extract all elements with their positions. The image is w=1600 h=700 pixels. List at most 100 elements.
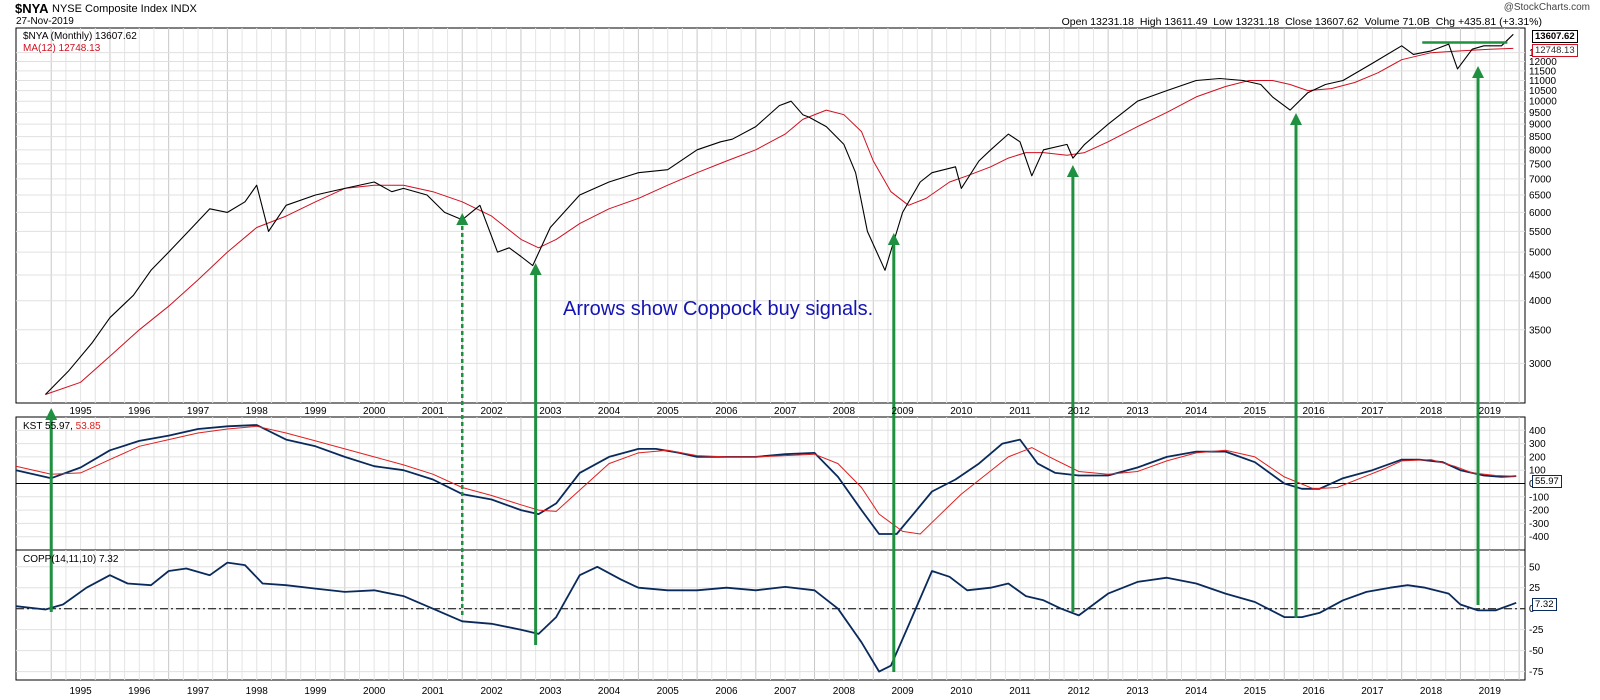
open-label: Open — [1061, 16, 1088, 28]
coppock-y-tick-label: 25 — [1529, 583, 1541, 594]
x-tick-label-year: 2014 — [1185, 406, 1208, 417]
price-y-tick-label: 3000 — [1529, 359, 1552, 370]
stockcharts-brand: @StockCharts.com — [1503, 2, 1590, 13]
kst-y-tick-label: 200 — [1529, 452, 1546, 463]
chart-date: 27-Nov-2019 — [16, 16, 74, 27]
price-legend-nya: $NYA (Monthly) 13607.62 — [23, 31, 137, 42]
x-tick-label-year: 1998 — [246, 686, 269, 697]
price-y-tick-label: 8000 — [1529, 145, 1552, 156]
high-label: High — [1139, 16, 1162, 28]
x-tick-label-year: 2004 — [598, 406, 621, 417]
x-tick-label-year: 1997 — [187, 686, 210, 697]
kst-y-tick-label: 300 — [1529, 439, 1546, 450]
buy-signal-arrow-head — [1472, 66, 1485, 78]
x-tick-label-year: 2015 — [1244, 686, 1267, 697]
price-y-tick-label: 6000 — [1529, 208, 1552, 219]
index-name: NYSE Composite Index INDX — [52, 3, 197, 15]
price-y-tick-label: 3500 — [1529, 325, 1552, 336]
buy-signal-arrow-head — [529, 263, 542, 275]
price-y-tick-label: 10500 — [1529, 86, 1557, 97]
x-tick-label-year: 2007 — [774, 686, 797, 697]
nya-price-line — [45, 33, 1514, 395]
x-tick-label-year: 1995 — [69, 686, 92, 697]
kst-legend-main: KST 55.97, — [23, 421, 73, 432]
volume-value: 71.0B — [1402, 16, 1430, 28]
x-tick-label-year: 2016 — [1302, 686, 1325, 697]
x-tick-label-year: 1999 — [304, 406, 327, 417]
close-value: 13607.62 — [1314, 16, 1359, 28]
open-value: 13231.18 — [1090, 16, 1135, 28]
volume-label: Volume — [1364, 16, 1400, 28]
x-tick-label-year: 2018 — [1420, 686, 1443, 697]
kst-legend: KST 55.97, 53.85 — [23, 421, 101, 432]
x-tick-label-year: 2009 — [891, 686, 914, 697]
price-y-tick-label: 5000 — [1529, 248, 1552, 259]
x-tick-label-year: 1996 — [128, 406, 151, 417]
x-tick-label-year: 2017 — [1361, 686, 1384, 697]
close-label: Close — [1285, 16, 1312, 28]
x-tick-label-year: 1996 — [128, 686, 151, 697]
x-tick-label-year: 2008 — [833, 406, 856, 417]
price-y-tick-label: 11500 — [1529, 66, 1557, 77]
kst-series-main-line — [15, 424, 1517, 535]
x-tick-label-year: 2004 — [598, 686, 621, 697]
kst-y-tick-label: -200 — [1529, 506, 1549, 517]
low-label: Low — [1213, 16, 1233, 28]
coppock-annotation: Arrows show Coppock buy signals. — [563, 298, 874, 320]
x-tick-label-year: 2007 — [774, 406, 797, 417]
buy-signal-arrow-head — [1290, 113, 1303, 125]
chg-value: +435.81 (+3.31%) — [1457, 16, 1542, 28]
x-tick-label-year: 2010 — [950, 686, 973, 697]
x-tick-label-year: 2003 — [539, 686, 562, 697]
ma12-line — [45, 47, 1514, 395]
coppock-y-tick-label: -50 — [1529, 646, 1544, 657]
x-tick-label-year: 2003 — [539, 406, 562, 417]
x-tick-label-year: 2013 — [1126, 406, 1149, 417]
x-tick-label-year: 2010 — [950, 406, 973, 417]
kst-y-tick-label: 100 — [1529, 466, 1546, 477]
x-tick-label-year: 2006 — [715, 686, 738, 697]
x-tick-label-year: 1999 — [304, 686, 327, 697]
x-tick-label-year: 2006 — [715, 406, 738, 417]
price-y-tick-label: 12000 — [1529, 57, 1557, 68]
x-tick-label-year: 2005 — [657, 406, 680, 417]
x-tick-label-year: 2012 — [1068, 686, 1091, 697]
buy-signal-arrow-head — [45, 408, 58, 420]
x-tick-label-year: 2014 — [1185, 686, 1208, 697]
low-value: 13231.18 — [1235, 16, 1280, 28]
coppock-y-tick-label: 50 — [1529, 562, 1541, 573]
price-y-tick-label: 4000 — [1529, 296, 1552, 307]
kst-series-secondary-line — [15, 425, 1517, 535]
price-y-tick-label: 5500 — [1529, 227, 1552, 238]
x-tick-label-year: 1997 — [187, 406, 210, 417]
price-y-tick-label: 11000 — [1529, 76, 1557, 87]
kst-last-label: 55.97 — [1532, 475, 1562, 488]
coppock-series-main-line — [15, 561, 1517, 673]
ma-last-label: 12748.13 — [1532, 44, 1578, 57]
x-tick-label-year: 2018 — [1420, 406, 1443, 417]
x-tick-label-year: 2009 — [891, 406, 914, 417]
price-y-tick-label: 7000 — [1529, 174, 1552, 185]
x-tick-label-year: 2002 — [480, 686, 503, 697]
kst-y-tick-label: -100 — [1529, 492, 1549, 503]
x-tick-label-year: 2001 — [422, 406, 445, 417]
price-y-tick-label: 8500 — [1529, 132, 1552, 143]
x-tick-label-year: 2011 — [1009, 406, 1031, 417]
price-y-tick-label: 9500 — [1529, 108, 1552, 119]
high-value: 13611.49 — [1164, 16, 1208, 28]
x-tick-label-year: 2019 — [1479, 406, 1502, 417]
price-y-tick-label: 10000 — [1529, 97, 1557, 108]
ma-legend: MA(12) 12748.13 — [23, 43, 100, 54]
kst-y-tick-label: -400 — [1529, 532, 1549, 543]
x-tick-label-year: 2000 — [363, 406, 386, 417]
copp-last-label: 7.32 — [1532, 598, 1557, 611]
price-y-tick-label: 7500 — [1529, 159, 1552, 170]
x-tick-label-year: 2019 — [1479, 686, 1502, 697]
price-last-label: 13607.62 — [1532, 30, 1578, 43]
chart-symbol: $NYA — [15, 1, 49, 16]
x-tick-label-year: 1998 — [246, 406, 269, 417]
coppock-y-tick-label: -75 — [1529, 667, 1544, 678]
kst-legend-signal: 53.85 — [75, 421, 101, 432]
kst-y-tick-label: -300 — [1529, 519, 1549, 530]
